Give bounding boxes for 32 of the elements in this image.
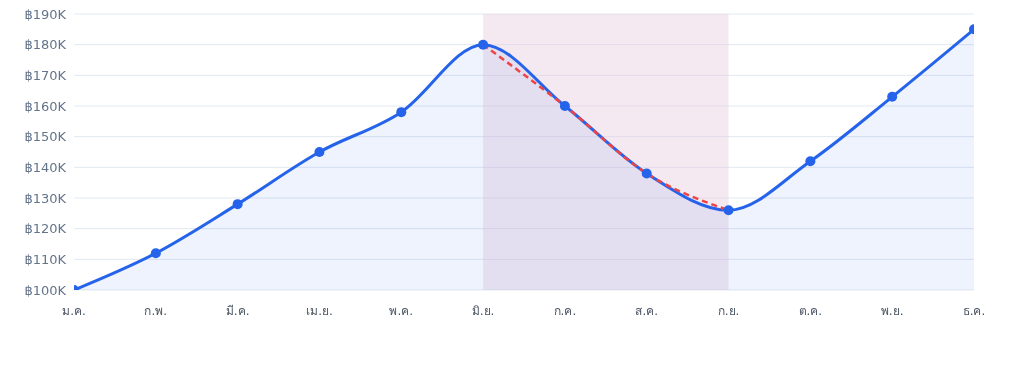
y-tick-label: ฿160K — [24, 98, 67, 114]
y-tick-label: ฿100K — [24, 282, 67, 298]
x-tick-label: ส.ค. — [635, 303, 659, 318]
x-tick-label: มี.ค. — [225, 303, 250, 318]
y-tick-label: ฿150K — [24, 129, 67, 145]
point — [559, 101, 570, 111]
point — [150, 248, 161, 259]
point — [641, 168, 652, 179]
x-tick-label: ก.ค. — [553, 303, 577, 318]
y-tick-label: ฿130K — [24, 190, 67, 206]
x-tick-label: ต.ค. — [798, 303, 823, 318]
point — [314, 147, 325, 157]
y-tick-label: ฿180K — [24, 37, 67, 53]
point — [723, 205, 734, 216]
x-tick-label: พ.ย. — [880, 303, 904, 318]
point — [805, 156, 816, 167]
point — [232, 199, 243, 210]
y-tick-label: ฿190K — [24, 6, 67, 22]
x-tick-label: ก.พ. — [144, 303, 168, 318]
x-tick-label: ธ.ค. — [962, 303, 986, 318]
x-tick-label: เม.ย. — [306, 303, 333, 318]
x-tick-label: พ.ค. — [389, 303, 414, 318]
x-tick-label: ก.ย. — [717, 303, 740, 318]
y-tick-label: ฿120K — [24, 221, 67, 237]
y-tick-label: ฿110K — [24, 251, 67, 267]
x-tick-label: ม.ค. — [62, 303, 86, 318]
y-tick-label: ฿140K — [24, 159, 67, 175]
point — [396, 107, 407, 118]
point — [478, 39, 489, 50]
y-tick-label: ฿170K — [24, 67, 67, 83]
point — [887, 91, 898, 102]
x-tick-label: มิ.ย. — [471, 303, 495, 318]
